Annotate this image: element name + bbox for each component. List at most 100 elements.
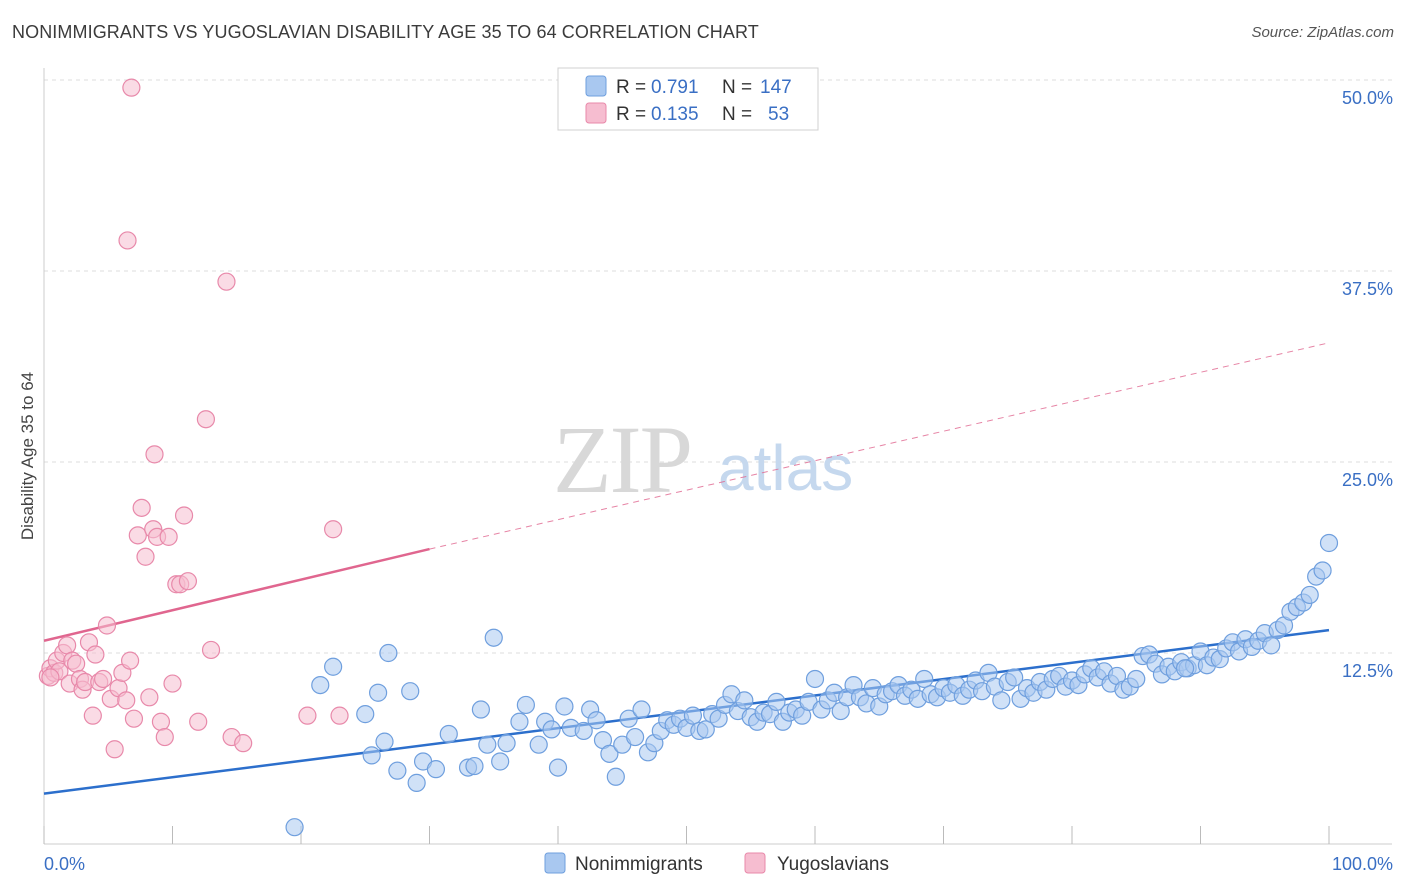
nonimmigrants-point: [439, 724, 458, 744]
yugoslavians-point: [140, 688, 159, 707]
nonimmigrants-point: [516, 695, 535, 715]
nonimmigrants-point: [1300, 585, 1319, 605]
nonimmigrants-point: [625, 727, 645, 747]
yugoslavians-points: [38, 78, 349, 759]
yugoslavians-point: [298, 706, 317, 725]
yugoslavians-point: [67, 654, 86, 673]
legend-top: R = 0.791 N = 147 R = 0.135 N = 53: [557, 67, 819, 131]
legend-swatch-pink: [585, 102, 607, 124]
watermark: ZIP atlas: [553, 406, 853, 513]
yugoslavians-point: [201, 640, 221, 660]
yugoslavians-point: [120, 651, 140, 670]
nonimmigrants-point: [497, 734, 516, 753]
nonimmigrants-point: [465, 756, 484, 776]
tick-labels: 12.5% 25.0% 37.5% 50.0% 0.0% 100.0%: [44, 88, 1393, 874]
legend-r-label-1: R =: [616, 77, 646, 98]
legend-n-label-1: N =: [722, 77, 752, 98]
axes: [43, 68, 1392, 845]
nonimmigrants-point: [555, 697, 574, 716]
yugoslavians-point: [163, 674, 182, 693]
nonimmigrants-point: [1127, 669, 1146, 689]
nonimmigrants-point: [696, 720, 715, 739]
nonimmigrants-point: [992, 691, 1011, 710]
nonimmigrants-point: [362, 746, 381, 765]
nonimmigrants-point: [542, 720, 561, 739]
nonimmigrants-point: [375, 732, 394, 751]
nonimmigrants-point: [1313, 561, 1332, 580]
nonimmigrants-point: [285, 818, 304, 837]
nonimmigrants-point: [632, 700, 651, 719]
bottom-legend-label-nonimmigrants: Nonimmigrants: [575, 854, 703, 875]
nonimmigrants-point: [600, 744, 619, 763]
nonimmigrants-point: [1262, 636, 1281, 655]
nonimmigrants-point: [619, 709, 638, 728]
nonimmigrants-point: [1319, 533, 1339, 553]
nonimmigrants-point: [915, 669, 934, 689]
nonimmigrants-point: [311, 675, 330, 695]
yugoslavians-point: [117, 691, 136, 710]
yugoslavians-point: [324, 520, 343, 539]
legend-r-value-2: 0.135: [651, 104, 699, 125]
watermark-zip: ZIP: [553, 406, 691, 513]
nonimmigrants-point: [767, 692, 786, 711]
watermark-atlas: atlas: [718, 432, 853, 504]
yugoslavians-point: [41, 668, 60, 687]
yugoslavians-point: [128, 526, 147, 545]
yugoslavians-point: [132, 498, 151, 517]
nonimmigrants-point: [407, 773, 426, 792]
nonimmigrants-point: [548, 758, 568, 777]
nonimmigrants-point: [356, 705, 375, 724]
yugoslavians-point: [58, 636, 77, 655]
nonimmigrants-point: [478, 735, 497, 754]
yugoslavians-point: [97, 616, 117, 635]
legend-bottom: Nonimmigrants Yugoslavians: [544, 852, 889, 875]
yugoslavians-point: [124, 709, 144, 728]
yugoslavians-point: [234, 734, 253, 753]
yugoslavians-point: [189, 712, 208, 731]
yugoslavians-point: [330, 706, 349, 725]
yugoslavians-point: [94, 669, 113, 689]
chart-title: NONIMMIGRANTS VS YUGOSLAVIAN DISABILITY …: [12, 22, 759, 42]
yugoslavians-point: [159, 527, 178, 546]
bottom-legend-swatch-blue: [544, 852, 566, 874]
grid: [44, 79, 1392, 654]
legend-r-label-2: R =: [616, 104, 646, 125]
nonimmigrants-points: [285, 533, 1339, 837]
bottom-legend-swatch-pink: [744, 852, 766, 874]
yugoslavians-point: [155, 727, 174, 747]
nonimmigrants-point: [805, 669, 825, 689]
nonimmigrants-point: [510, 712, 529, 731]
yugoslavians-point: [105, 740, 124, 759]
yugoslavians-point: [145, 445, 164, 464]
yugoslavians-point: [136, 547, 155, 566]
nonimmigrants-point: [735, 691, 754, 710]
y-tick-label-2: 37.5%: [1342, 279, 1393, 299]
nonimmigrants-point: [484, 628, 503, 647]
y-tick-label-1: 25.0%: [1342, 470, 1393, 490]
legend-n-label-2: N =: [722, 104, 752, 125]
bottom-legend-label-yugoslavians: Yugoslavians: [777, 854, 889, 875]
nonimmigrants-point: [587, 711, 606, 730]
nonimmigrants-point: [491, 752, 510, 771]
nonimmigrants-point: [471, 700, 490, 719]
yugoslavians-point: [83, 706, 102, 725]
nonimmigrants-point: [574, 721, 593, 741]
chart-source: Source: ZipAtlas.com: [1251, 24, 1394, 41]
nonimmigrants-point: [606, 767, 625, 786]
nonimmigrants-point: [426, 760, 446, 779]
nonimmigrants-point: [401, 682, 420, 701]
y-tick-label-0: 12.5%: [1342, 661, 1393, 681]
yugoslavians-point: [86, 645, 105, 664]
yugoslavians-point: [178, 572, 198, 591]
nonimmigrants-point: [683, 706, 703, 725]
nonimmigrants-point: [324, 657, 343, 676]
legend-swatch-blue: [585, 75, 607, 97]
legend-n-value-2: 53: [768, 104, 789, 125]
nonimmigrants-point: [529, 735, 548, 754]
x-tick-label-0: 0.0%: [44, 854, 85, 874]
legend-r-value-1: 0.791: [651, 77, 699, 98]
yugoslavians-point: [151, 712, 171, 731]
nonimmigrants-point: [388, 761, 407, 780]
yugoslavians-point: [122, 78, 141, 97]
